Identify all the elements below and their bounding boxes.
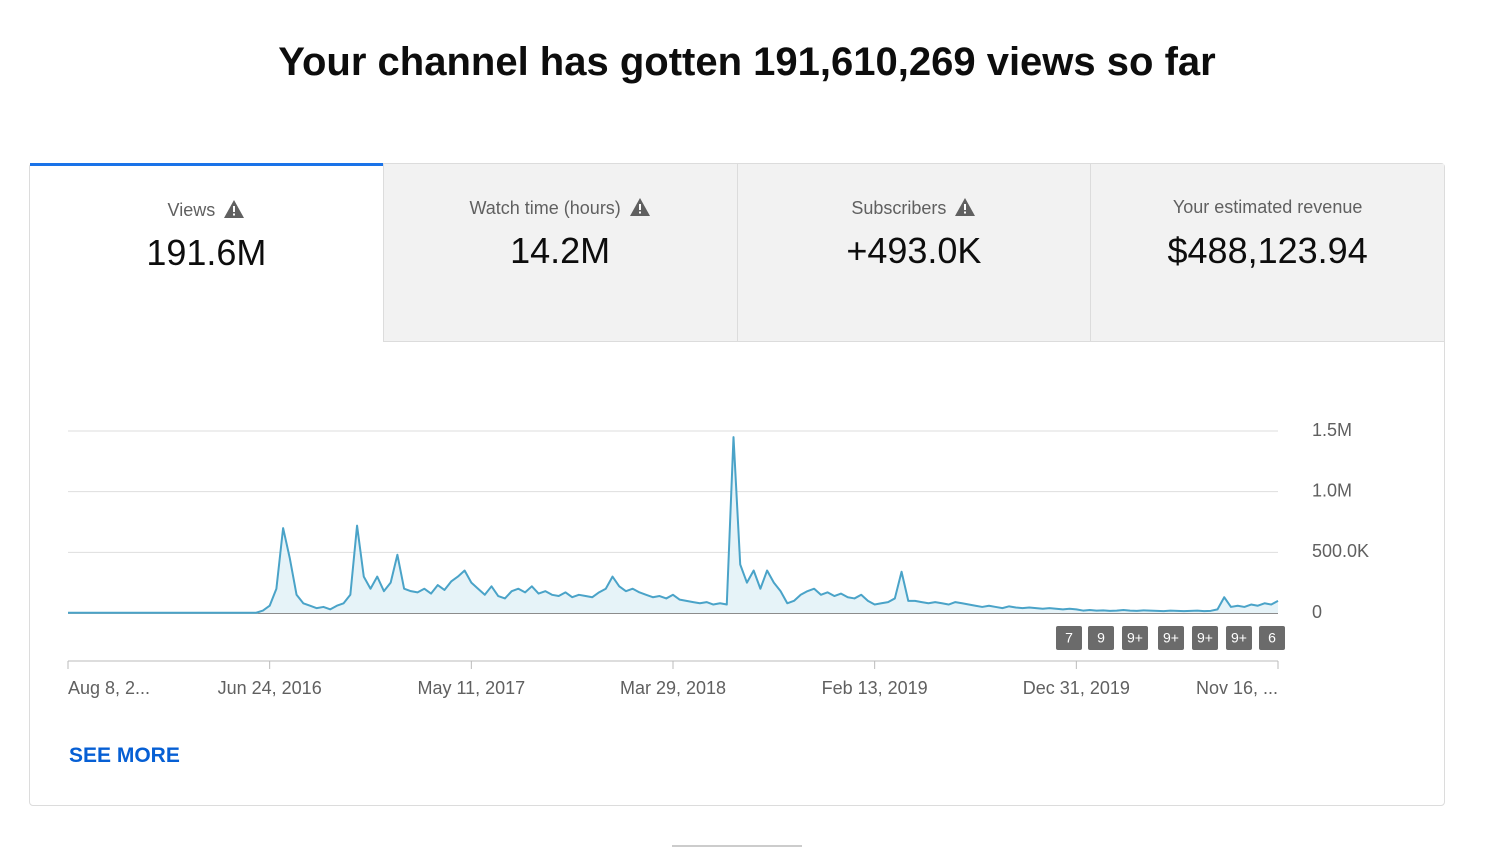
metric-tab[interactable]: Your estimated revenue $488,123.94 <box>1090 164 1444 342</box>
tab-label-text: Subscribers <box>851 198 947 218</box>
warning-icon <box>955 198 976 216</box>
metric-tab[interactable]: Views 191.6M <box>30 163 383 342</box>
tab-value: +493.0K <box>846 230 982 271</box>
tab-label: Watch time (hours) <box>384 197 737 219</box>
analytics-card: Views 191.6M Watch time (hours) 14.2M Subscr… <box>29 163 1445 806</box>
tab-value: $488,123.94 <box>1167 230 1368 271</box>
tab-label: Subscribers <box>738 197 1091 219</box>
see-more-link[interactable]: SEE MORE <box>69 744 180 767</box>
scroll-indicator <box>672 845 802 847</box>
tab-value: 191.6M <box>146 232 267 273</box>
tab-label-text: Views <box>167 200 216 220</box>
page-title: Your channel has gotten 191,610,269 view… <box>278 40 1216 84</box>
tab-value: 14.2M <box>510 230 611 271</box>
warning-icon <box>224 200 245 218</box>
tab-label-text: Your estimated revenue <box>1172 197 1363 217</box>
tab-label: Views <box>30 199 383 221</box>
tab-label-text: Watch time (hours) <box>469 198 621 218</box>
warning-icon <box>629 198 650 216</box>
metric-tab[interactable]: Subscribers +493.0K <box>736 164 1091 342</box>
metric-tab[interactable]: Watch time (hours) 14.2M <box>382 164 737 342</box>
metric-tabs: Views 191.6M Watch time (hours) 14.2M Subscr… <box>30 163 1444 342</box>
tab-label: Your estimated revenue <box>1091 197 1444 218</box>
